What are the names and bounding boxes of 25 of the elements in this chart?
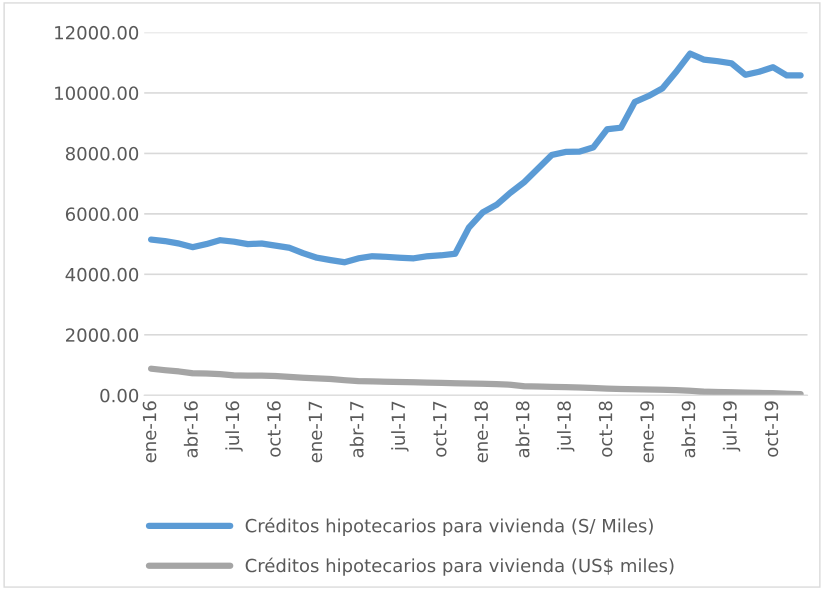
x-tick-label: jul-19: [722, 401, 740, 452]
y-tick-label: 0.00: [100, 388, 138, 402]
x-tick-label: abr-16: [184, 401, 198, 458]
x-tick-label: jul-17: [391, 402, 409, 452]
y-tick-label: 2000.00: [66, 328, 138, 342]
y-tick-label: 6000.00: [66, 207, 138, 221]
x-tick-label: ene-17: [308, 402, 322, 462]
legend-label: Créditos hipotecarios para vivienda (US$ miles): [246, 558, 674, 576]
y-tick-label: 4000.00: [66, 268, 138, 282]
x-tick-label: jul-16: [225, 401, 243, 452]
x-tick-label: abr-19: [681, 401, 696, 458]
x-tick-label: oct-19: [764, 401, 778, 457]
x-tick-label: abr-17: [350, 402, 364, 458]
y-tick-label: 12000.00: [55, 26, 138, 40]
x-tick-label: ene-16: [142, 401, 156, 462]
x-tick-label: oct-16: [267, 401, 281, 457]
x-tick-label: ene-18: [474, 401, 488, 462]
legend-label: Créditos hipotecarios para vivienda (S/ Miles): [246, 518, 653, 536]
x-tick-label: ene-19: [640, 401, 654, 462]
x-tick-label: oct-18: [598, 401, 612, 457]
x-tick-label: jul-18: [556, 401, 574, 452]
y-tick-label: 10000.00: [55, 86, 138, 100]
x-tick-label: abr-18: [515, 401, 530, 458]
y-tick-label: 8000.00: [66, 146, 138, 161]
x-tick-label: oct-17: [433, 402, 447, 457]
